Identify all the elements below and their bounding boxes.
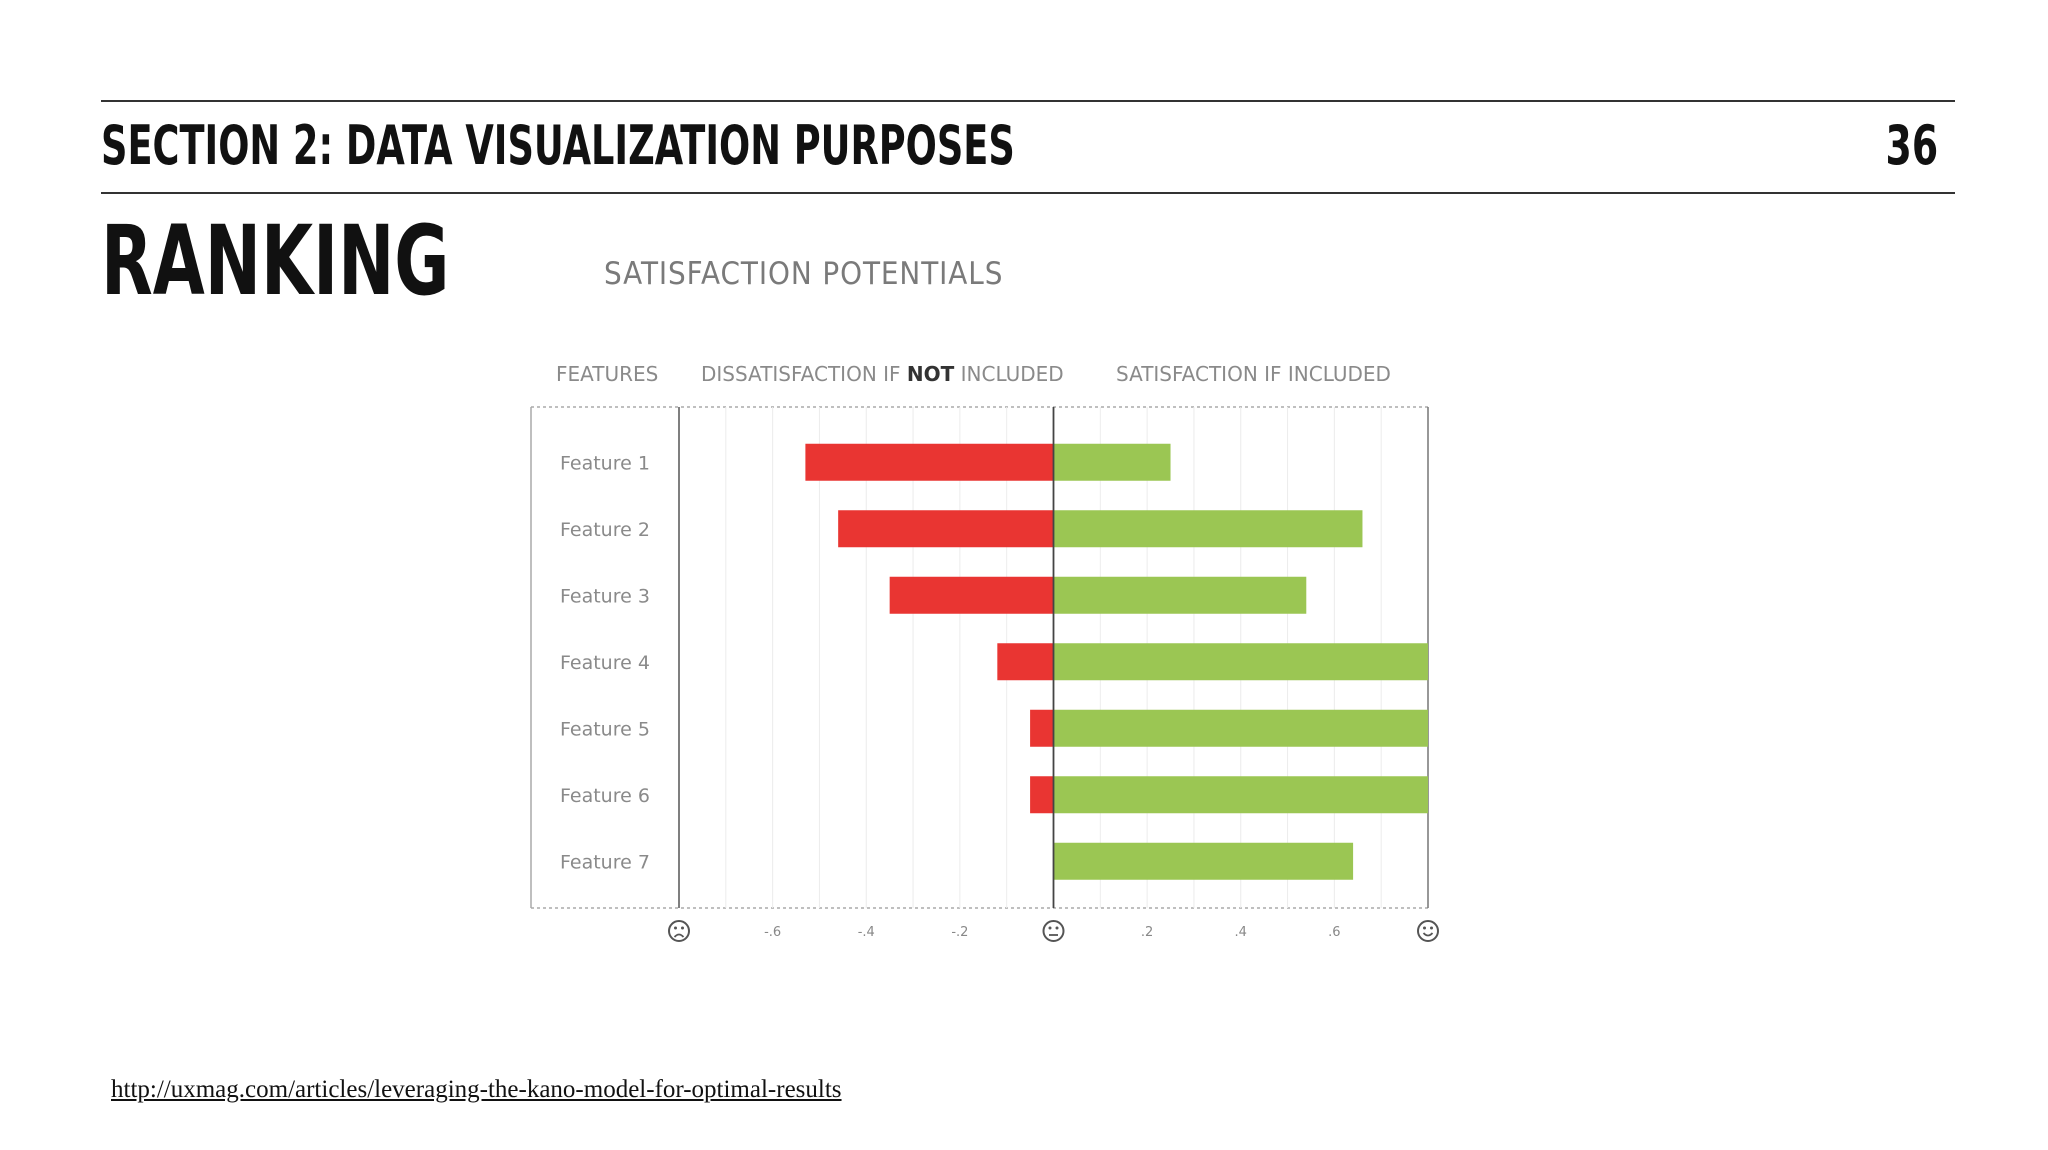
satisfaction-bar xyxy=(1053,576,1307,614)
feature-label: Feature 2 xyxy=(560,519,650,541)
feature-label: Feature 6 xyxy=(560,785,650,807)
dissatisfaction-header-suffix: INCLUDED xyxy=(954,362,1064,386)
source-link[interactable]: http://uxmag.com/articles/leveraging-the… xyxy=(111,1076,842,1103)
dissatisfaction-header-prefix: DISSATISFACTION IF xyxy=(701,362,907,386)
frown-face-icon-eye xyxy=(681,926,684,930)
dissatisfaction-bar xyxy=(838,510,1054,548)
satisfaction-bar xyxy=(1053,709,1428,747)
satisfaction-bar xyxy=(1053,643,1428,681)
dissatisfaction-bar xyxy=(889,576,1054,614)
satisfaction-bar xyxy=(1053,510,1363,548)
x-tick-label: -.2 xyxy=(951,925,968,940)
feature-label: Feature 4 xyxy=(560,652,650,674)
features-column-header: FEATURES xyxy=(556,362,659,386)
x-tick-label: .6 xyxy=(1328,925,1340,940)
x-tick-label: .2 xyxy=(1141,925,1153,940)
x-tick-label: .4 xyxy=(1235,925,1247,940)
chart-title: SATISFACTION POTENTIALS xyxy=(604,256,1004,292)
frown-face-icon xyxy=(668,920,690,942)
feature-label: Feature 7 xyxy=(560,851,650,873)
x-tick-label: -.6 xyxy=(764,925,781,940)
page-number: 36 xyxy=(1885,114,1938,177)
satisfaction-column-header: SATISFACTION IF INCLUDED xyxy=(1116,362,1391,386)
feature-label: Feature 5 xyxy=(560,718,650,740)
satisfaction-bar xyxy=(1053,842,1354,880)
section-title: SECTION 2: DATA VISUALIZATION PURPOSES xyxy=(101,114,1015,177)
satisfaction-bar xyxy=(1053,776,1428,814)
frown-face-icon-eye xyxy=(674,926,677,930)
neutral-face-icon-eye xyxy=(1055,926,1059,930)
header-bottom-rule xyxy=(101,192,1955,194)
top-rule xyxy=(101,100,1955,102)
x-tick-label: -.4 xyxy=(858,925,875,940)
dissatisfaction-bar xyxy=(997,643,1054,681)
dissatisfaction-bar xyxy=(1030,709,1054,747)
dissatisfaction-bar xyxy=(1030,776,1054,814)
frown-face-icon-mouth xyxy=(673,933,685,938)
smile-face-icon-mouth xyxy=(1422,932,1434,937)
feature-label: Feature 3 xyxy=(560,585,650,607)
smile-face-icon-eye xyxy=(1430,926,1433,930)
neutral-face-icon xyxy=(1042,920,1065,942)
dissatisfaction-header-emphasis: NOT xyxy=(906,362,955,386)
smile-face-icon xyxy=(1417,920,1439,942)
dissatisfaction-column-header: DISSATISFACTION IF NOT INCLUDED xyxy=(701,361,1064,387)
satisfaction-bar xyxy=(1053,443,1171,481)
smile-face-icon-eye xyxy=(1423,926,1426,930)
neutral-face-icon-eye xyxy=(1048,926,1052,930)
dissatisfaction-bar xyxy=(805,443,1054,481)
slide-heading: RANKING xyxy=(101,205,450,317)
feature-label: Feature 1 xyxy=(560,452,650,474)
